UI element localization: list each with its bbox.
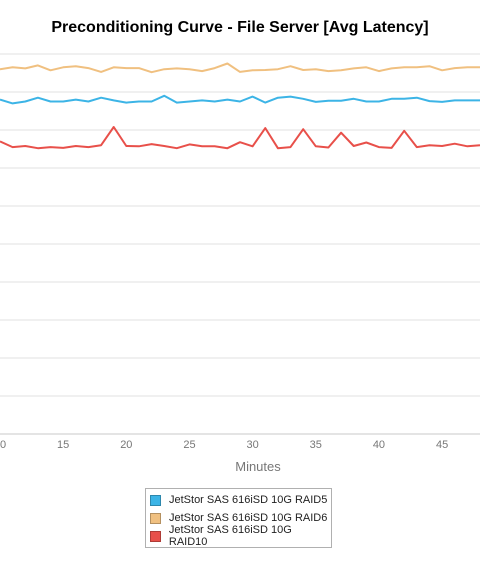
legend-item[interactable]: JetStor SAS 616iSD 10G RAID6 xyxy=(146,509,331,527)
legend-label-raid5: JetStor SAS 616iSD 10G RAID5 xyxy=(169,494,328,506)
x-tick-label: 40 xyxy=(373,439,385,451)
series-line xyxy=(0,94,480,105)
x-tick-label: 20 xyxy=(120,439,132,451)
x-tick-label: 10 xyxy=(0,439,6,451)
series-line xyxy=(0,62,480,74)
legend-swatch-raid5 xyxy=(150,494,161,506)
legend-item[interactable]: JetStor SAS 616iSD 10G RAID5 xyxy=(146,491,331,509)
legend-label-raid10: JetStor SAS 616iSD 10G RAID10 xyxy=(168,524,292,548)
legend-swatch-raid6 xyxy=(150,512,161,524)
x-tick-label: 45 xyxy=(436,439,448,451)
x-axis-title: Minutes xyxy=(235,459,281,474)
x-tick-label: 25 xyxy=(183,439,195,451)
legend-item[interactable]: JetStor SAS 616iSD 10G RAID10 xyxy=(146,524,331,548)
legend: JetStor SAS 616iSD 10G RAID5 JetStor SAS… xyxy=(145,488,332,548)
x-tick-label: 15 xyxy=(57,439,69,451)
chart-title: Preconditioning Curve - File Server [Avg… xyxy=(51,19,429,36)
x-tick-label: 30 xyxy=(247,439,259,451)
series-line xyxy=(0,126,480,150)
x-tick-label: 35 xyxy=(310,439,322,451)
legend-swatch-raid10 xyxy=(150,530,161,542)
legend-label-raid6: JetStor SAS 616iSD 10G RAID6 xyxy=(169,512,328,524)
